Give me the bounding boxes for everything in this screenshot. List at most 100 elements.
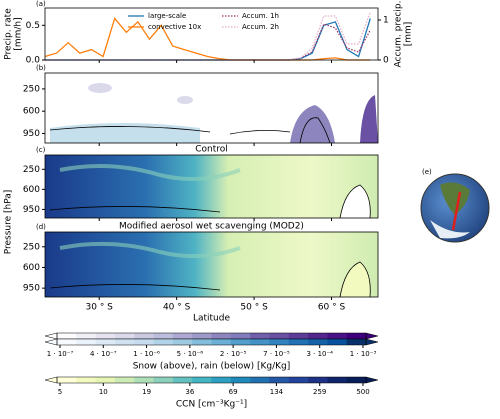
y-tick-label: 600 <box>23 185 40 195</box>
panel-title: Control <box>195 145 228 155</box>
series-line <box>44 17 371 61</box>
panel-title: Modified aerosol wet scavenging (MOD2) <box>119 222 304 232</box>
x-tick-label: 40 ° S <box>163 303 191 313</box>
colorbar-tick-label: 1 · 10⁻³ <box>350 350 377 358</box>
series-line <box>45 18 371 61</box>
colorbar-cell <box>172 333 193 339</box>
colorbar-cell <box>114 333 135 339</box>
x-tick-label: 30 ° S <box>86 303 114 313</box>
y-tick-label: 950 <box>23 205 40 215</box>
colorbar-tick-label: 19 <box>142 388 151 396</box>
y-tick-label: 0 <box>383 56 389 66</box>
y-tick-label: 950 <box>23 129 40 139</box>
colorbar-cell <box>114 339 135 345</box>
colorbar-cell <box>95 377 116 383</box>
colorbar-cell <box>211 333 232 339</box>
colorbar-cell <box>250 333 270 339</box>
colorbar-extend <box>44 338 58 346</box>
colorbar-tick-label: 10 <box>99 388 108 396</box>
colorbar-cell <box>288 377 309 383</box>
colorbar-cell <box>346 339 367 345</box>
field-decoration <box>45 83 490 298</box>
colorbar-cell <box>250 339 270 345</box>
y-tick-label: 250 <box>23 165 40 175</box>
colorbar-label: CCN [cm⁻³Kg⁻¹] <box>176 400 247 410</box>
colorbar-cell <box>308 333 328 339</box>
panel-label: (a) <box>36 0 46 8</box>
x-tick-label: 60 ° S <box>318 303 346 313</box>
colorbar-cell <box>134 339 154 345</box>
colorbar-cell <box>346 333 367 339</box>
panel-label: (c) <box>36 146 46 154</box>
colorbar-cell <box>153 339 174 345</box>
colorbar-cell <box>192 339 212 345</box>
colorbar-extend <box>365 338 379 346</box>
colorbar-cell <box>288 333 309 339</box>
colorbar-tick-label: 259 <box>313 388 326 396</box>
colorbar-extend <box>44 332 58 340</box>
colorbar-cell <box>327 333 347 339</box>
colorbar-cell <box>288 339 309 345</box>
colorbar-cell <box>230 339 251 345</box>
colorbar-cell <box>346 377 367 383</box>
legend-label: Accum. 1h <box>242 12 279 20</box>
colorbar-cell <box>153 377 174 383</box>
colorbar-cell <box>57 377 77 383</box>
y-axis-label: [mm/h] <box>14 17 24 50</box>
colorbar-tick-label: 1 · 10⁻⁶ <box>133 350 160 358</box>
colorbar-tick-label: 1 · 10⁻⁷ <box>47 350 74 358</box>
y2-axis-label: [mm] <box>404 22 414 47</box>
colorbar-frame <box>56 338 367 346</box>
colorbar-cell <box>230 333 251 339</box>
colorbar-cell <box>250 377 270 383</box>
colorbar-extend <box>365 376 379 384</box>
colorbar-cell <box>308 339 328 345</box>
colorbar-cell <box>172 377 193 383</box>
colorbar-cell <box>76 377 96 383</box>
colorbar-tick-label: 5 · 10⁻⁶ <box>177 350 204 358</box>
colorbar-cell <box>134 333 154 339</box>
y-axis-label: Precip. rate <box>4 8 14 60</box>
colorbar-cell <box>327 377 347 383</box>
y-tick-label: 0.5 <box>26 21 40 31</box>
colorbar-cell <box>230 377 251 383</box>
y-tick-label: 250 <box>23 84 40 94</box>
colorbar-tick-label: 500 <box>356 388 369 396</box>
y-tick-label: 600 <box>23 107 40 117</box>
colorbar-cell <box>114 377 135 383</box>
colorbar-cell <box>211 339 232 345</box>
legend-label: convective 10x <box>148 23 201 31</box>
y-tick-label: 1 <box>383 16 389 26</box>
colorbar-tick-label: 36 <box>185 388 194 396</box>
colorbar-cell <box>269 377 290 383</box>
colorbar-tick-label: 7 · 10⁻⁵ <box>263 350 290 358</box>
colorbar-cell <box>57 339 77 345</box>
legend-label: large-scale <box>148 12 186 20</box>
y-tick-label: 250 <box>23 242 40 252</box>
colorbar-cell <box>153 333 174 339</box>
colorbar-cell <box>211 377 232 383</box>
colorbar-cell <box>95 339 116 345</box>
colorbar-cell <box>95 333 116 339</box>
colorbar-cell <box>269 333 290 339</box>
colorbar-cell <box>172 339 193 345</box>
series-line <box>45 11 371 61</box>
colorbar-tick-label: 5 <box>58 388 62 396</box>
colorbar-cell <box>192 333 212 339</box>
frame <box>44 72 379 144</box>
legend-label: Accum. 2h <box>242 23 279 31</box>
colorbar-cell <box>76 339 96 345</box>
x-tick-label: 50 ° S <box>240 303 268 313</box>
colorbar-cell <box>327 339 347 345</box>
y-tick-label: 600 <box>23 263 40 273</box>
colorbar-frame <box>56 376 367 384</box>
colorbar-cell <box>57 333 77 339</box>
y2-axis-label: Accum. precip. <box>394 1 404 68</box>
frame <box>44 154 379 219</box>
colorbar-extend <box>44 376 58 384</box>
colorbar-tick-label: 4 · 10⁻⁷ <box>90 350 117 358</box>
x-axis-label: Latitude <box>193 314 231 324</box>
colorbar-extend <box>365 332 379 340</box>
frame <box>44 231 379 298</box>
